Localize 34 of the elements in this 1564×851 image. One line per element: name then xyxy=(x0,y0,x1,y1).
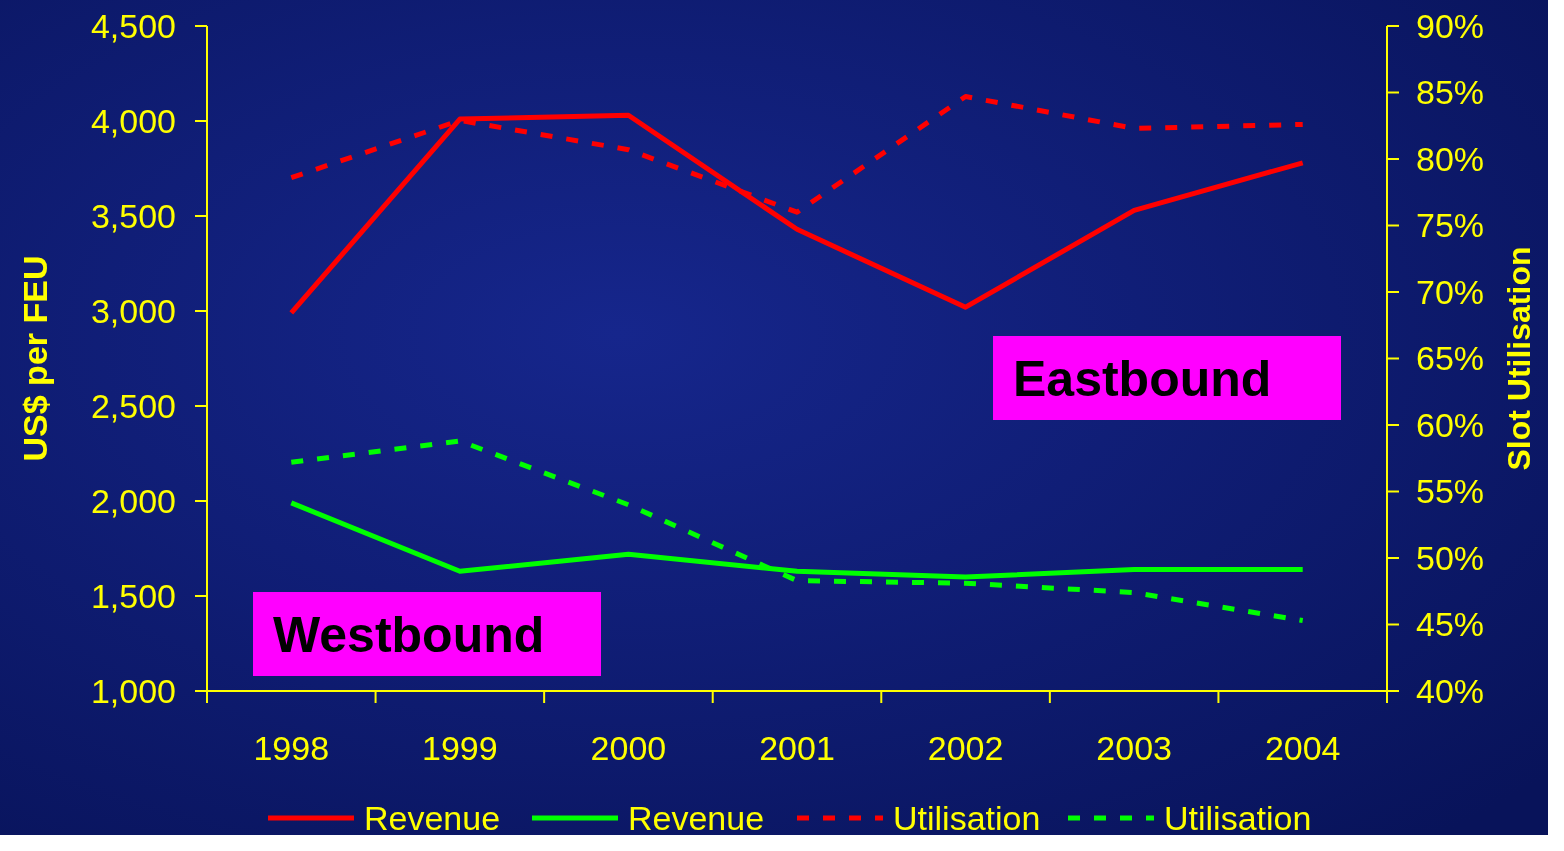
x-tick-label: 2004 xyxy=(1264,729,1341,767)
annotation: Westbound xyxy=(273,606,545,663)
y-tick-label: 3,500 xyxy=(90,196,176,235)
legend-label: Revenue xyxy=(628,798,765,837)
y-tick-label: 1,500 xyxy=(90,576,176,615)
y2-axis-title: Slot Utilisation xyxy=(1501,246,1537,471)
x-tick-label: 1998 xyxy=(253,729,330,767)
x-tick-label: 2001 xyxy=(759,729,835,767)
y2-tick-label: 80% xyxy=(1416,139,1485,178)
y2-tick-label: 90% xyxy=(1416,6,1485,45)
x-tick-label: 2002 xyxy=(927,729,1004,767)
y-tick-label: 2,500 xyxy=(90,386,176,425)
y2-tick-label: 70% xyxy=(1416,272,1485,311)
legend-label: Revenue xyxy=(364,798,501,837)
legend-label: Utilisation xyxy=(1164,798,1312,837)
y2-tick-label: 60% xyxy=(1416,405,1485,444)
y2-tick-label: 55% xyxy=(1416,472,1485,511)
y-axis-title: US$ per FEU xyxy=(16,255,54,462)
y2-tick-label: 65% xyxy=(1416,339,1485,378)
legend-label: Utilisation xyxy=(893,798,1041,837)
y2-tick-label: 85% xyxy=(1416,73,1485,112)
annotation: Eastbound xyxy=(1013,350,1272,407)
y-tick-label: 2,000 xyxy=(90,481,176,520)
y2-tick-label: 50% xyxy=(1416,538,1485,577)
y-tick-label: 3,000 xyxy=(90,291,176,330)
x-tick-label: 2003 xyxy=(1096,729,1172,767)
y-tick-label: 1,000 xyxy=(90,671,176,710)
x-tick-label: 2000 xyxy=(590,729,667,767)
y-tick-label: 4,500 xyxy=(90,6,176,45)
y2-tick-label: 40% xyxy=(1416,671,1485,710)
y2-tick-label: 75% xyxy=(1416,206,1485,245)
x-tick-label: 1999 xyxy=(422,729,498,767)
y-tick-label: 4,000 xyxy=(90,101,176,140)
y2-tick-label: 45% xyxy=(1416,605,1485,644)
